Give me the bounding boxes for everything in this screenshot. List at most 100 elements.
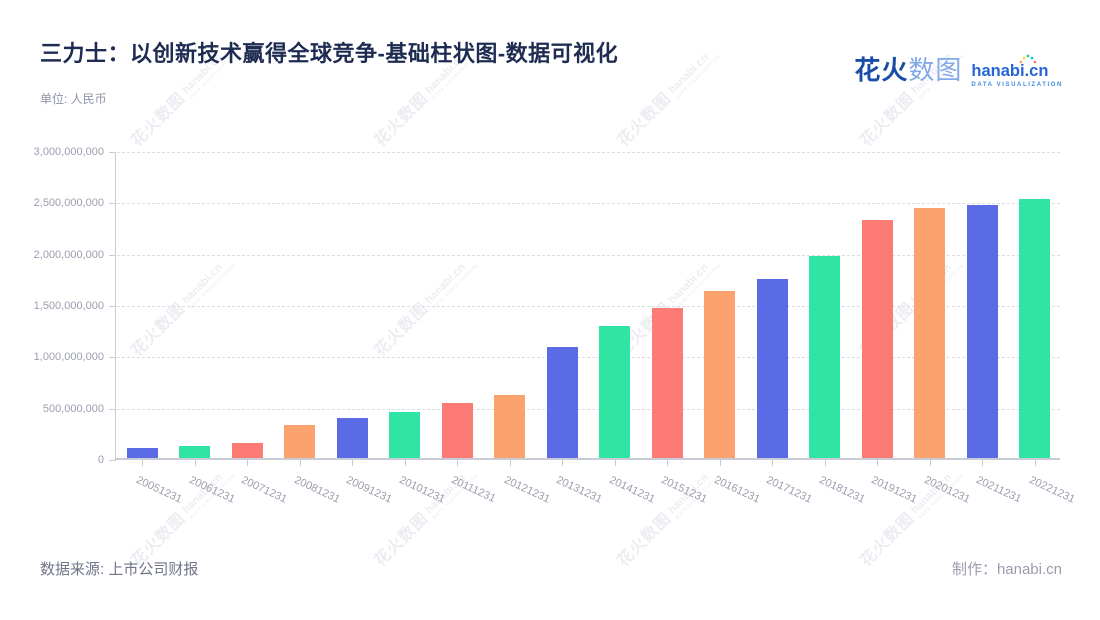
bar [599,326,631,458]
y-axis-label: 1,500,000,000 [33,300,104,312]
x-axis-tick [982,460,984,466]
x-axis-label: 20211231 [974,474,1024,506]
y-axis-tick [109,306,116,307]
logo-text-huahuo: 花火 [854,55,909,85]
y-axis-label: 1,000,000,000 [33,351,104,364]
bar [809,256,841,458]
x-axis-label: 20101231 [397,474,447,506]
bar [441,402,473,458]
y-axis-label: 500,000,000 [42,402,104,415]
x-axis-label: 20091231 [344,474,395,506]
x-axis-tick [667,460,669,466]
bar [179,446,211,458]
x-axis-tick [772,460,774,466]
bar [651,308,683,458]
x-axis-label: 20071231 [239,474,290,506]
x-axis-label: 20121231 [502,474,552,506]
x-axis-label: 20181231 [817,474,867,506]
logo-tagline: DATA VISUALIZATION [971,81,1063,88]
sparkle-icon [1019,54,1037,64]
bar [704,291,736,458]
x-axis-tick [929,460,931,466]
watermark-cn: 花火数图 [614,89,675,150]
x-axis-tick [352,460,354,466]
bar [494,394,526,458]
bar [126,448,158,458]
logo-text-shutu: 数图 [908,55,963,85]
watermark-cn: 花火数图 [371,89,432,150]
bar [546,347,578,458]
watermark-cn: 花火数图 [1096,296,1100,361]
x-axis-label: 20141231 [607,474,657,506]
x-axis-label: 20171231 [764,474,815,506]
x-axis-tick [824,460,826,466]
x-axis-tick [877,460,879,466]
watermark-cn: 花火数图 [1096,506,1100,571]
y-axis-tick [109,460,116,461]
x-axis-tick [142,460,144,466]
data-source-label: 数据来源: 上市公司财报 [40,561,199,578]
y-axis-label: 3,000,000,000 [33,146,104,158]
y-axis-tick [109,408,116,410]
gridline [117,357,1060,359]
x-axis-label: 20161231 [712,474,762,506]
gridline [117,306,1060,307]
y-axis-label: 0 [97,454,104,466]
x-axis-tick [509,460,511,466]
x-axis-label: 20061231 [187,474,237,506]
y-axis-label: 2,000,000,000 [33,248,104,261]
bar [336,417,368,458]
bar [966,205,998,458]
y-axis-tick [109,254,116,256]
bar [1019,198,1051,458]
gridline [117,254,1060,256]
logo-domain: hanabi.cn [971,54,1063,80]
hanabi-logo: 花火 数图 hanabi.cn DATA VISUALIZATION [854,54,1063,88]
bar [756,279,788,458]
x-axis-tick [719,460,721,466]
gridline [117,408,1060,410]
bar [284,424,316,458]
x-axis-label: 20111231 [449,474,498,505]
x-axis-tick [247,460,249,466]
x-axis-tick [299,460,301,466]
x-axis-label: 20051231 [134,474,185,506]
x-axis-tick [404,460,406,466]
chart-title: 三力士：以创新技术赢得全球竞争-基础柱状图-数据可视化 [40,41,619,66]
y-axis-label: 2,500,000,000 [33,197,104,210]
x-axis-label: 20191231 [869,474,920,506]
credit-label: 制作：hanabi.cn [951,561,1062,578]
y-axis-tick [109,357,116,359]
y-axis-tick [109,203,116,205]
x-axis-label: 20201231 [922,474,972,506]
watermark-cn: 花火数图 [1096,86,1100,151]
x-axis-tick [562,460,564,466]
x-axis-tick [194,460,196,466]
x-axis-tick [457,460,459,466]
gridline [117,152,1060,153]
bar [389,411,421,458]
watermark-domain: hanabi.cn [665,51,711,96]
x-axis-label: 20131231 [554,474,605,506]
watermark-cn: 花火数图 [128,89,189,150]
x-axis-tick [614,460,616,466]
unit-label: 单位: 人民币 [40,92,107,106]
bar [861,219,893,458]
watermark-cn: 花火数图 [857,89,918,150]
watermark-cn: 花火数图 [371,509,432,570]
x-axis-tick [1034,460,1036,466]
x-axis-label: 20151231 [659,474,710,506]
bar-chart-plot: 0 500,000,000 1,000,000,000 1,500,000,000 2,… [34,147,1077,506]
bar [231,443,263,458]
x-axis-label: 20221231 [1027,474,1077,506]
watermark-cn: 花火数图 [614,509,675,570]
watermark-cn: 花火数图 [857,509,918,570]
y-axis-tick [109,152,116,153]
